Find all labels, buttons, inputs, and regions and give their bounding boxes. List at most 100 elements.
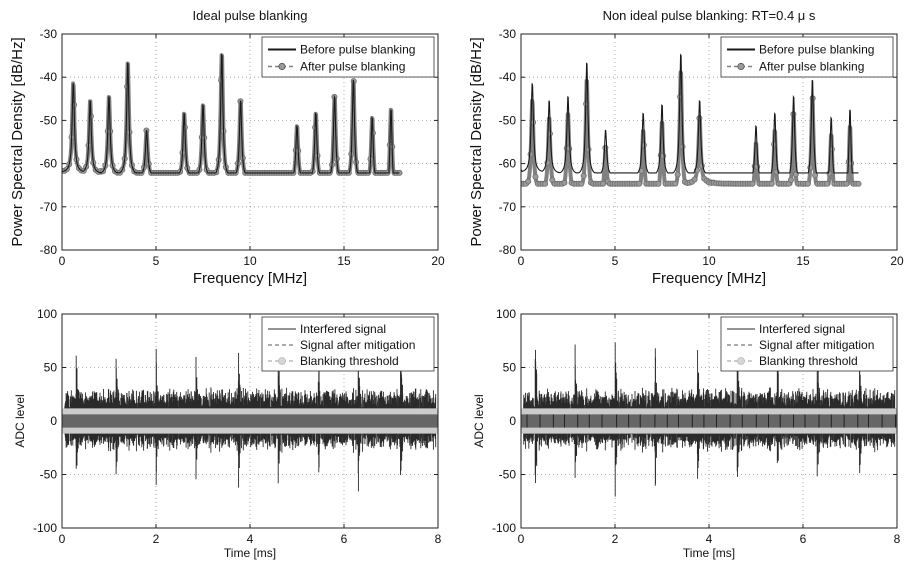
- x-tick-label: 5: [153, 254, 160, 268]
- y-tick-label: 100: [37, 307, 57, 321]
- after-marker: [542, 180, 549, 187]
- after-marker: [525, 178, 532, 185]
- mitigation-residual-spikes: [526, 408, 896, 434]
- after-marker: [672, 180, 679, 187]
- y-tick-label: -40: [499, 70, 517, 84]
- x-tick-label: 0: [59, 254, 66, 268]
- y-tick-label: 100: [496, 307, 516, 321]
- after-marker: [566, 145, 573, 152]
- legend-entry-label: Interfered signal: [300, 322, 386, 336]
- legend-entry-label: After pulse blanking: [759, 60, 864, 74]
- grid: [521, 34, 897, 250]
- plot-frame: [61, 33, 439, 251]
- x-tick-label: 10: [702, 254, 716, 268]
- after-marker: [580, 172, 587, 179]
- legend-entry-label: Before pulse blanking: [300, 43, 415, 57]
- x-tick-label: 4: [247, 532, 254, 546]
- after-marker: [636, 180, 643, 187]
- legend-box: [261, 36, 435, 78]
- series-before-pulse-blanking: [521, 53, 859, 174]
- x-tick-label: 6: [341, 532, 348, 546]
- plot-frame: [520, 313, 898, 529]
- data-layer: [521, 53, 862, 187]
- x-tick-label: 2: [153, 532, 160, 546]
- after-marker: [788, 176, 795, 183]
- x-tick-label: 15: [796, 254, 810, 268]
- x-tick-label: 20: [431, 254, 445, 268]
- y-tick-label: 0: [50, 414, 57, 428]
- y-tick-label: -30: [40, 27, 58, 41]
- chart-2: 0 5 10 15 20 -30 -40 -50 -60 -70 -80 Non ideal puls…: [468, 8, 904, 287]
- y-tick-label: -70: [499, 200, 517, 214]
- x-tick-label: 15: [337, 254, 351, 268]
- x-tick-label: 6: [800, 532, 807, 546]
- chart-title: Non ideal pulse blanking: RT=0.4 μ s: [603, 8, 816, 23]
- x-tick-label: 20: [890, 254, 904, 268]
- x-tick-label: 4: [706, 532, 713, 546]
- y-tick-label: -40: [40, 70, 58, 84]
- y-tick-label: -60: [40, 157, 58, 171]
- after-marker: [768, 180, 775, 187]
- legend-entry-label: Blanking threshold: [300, 354, 399, 368]
- after-marker: [585, 146, 592, 153]
- y-tick-label: -50: [40, 113, 58, 127]
- after-marker: [527, 151, 534, 158]
- plot-frame: [61, 313, 439, 529]
- y-axis-label: Power Spectral Density [dB/Hz]: [468, 37, 485, 246]
- after-marker: [578, 180, 585, 187]
- series-before-pulse-blanking: [62, 53, 400, 174]
- legend-box: [720, 36, 894, 78]
- y-tick-label: -70: [40, 200, 58, 214]
- legend-entry-label: Signal after mitigation: [759, 338, 874, 352]
- x-tick-label: 8: [894, 532, 901, 546]
- y-tick-label: 50: [44, 361, 58, 375]
- legend-swatch-marker: [737, 357, 745, 365]
- after-marker: [824, 180, 831, 187]
- y-tick-label: -100: [492, 521, 516, 535]
- legend-swatch-marker: [278, 62, 286, 71]
- y-tick-label: -50: [40, 468, 58, 482]
- y-tick-label: -50: [499, 468, 517, 482]
- data-layer: [521, 342, 897, 497]
- after-marker: [679, 143, 686, 150]
- series-signal-after-mitigation: [62, 412, 438, 430]
- after-marker: [561, 179, 568, 186]
- x-tick-label: 10: [243, 254, 257, 268]
- y-tick-label: -30: [499, 27, 517, 41]
- after-marker: [792, 171, 799, 178]
- legend-entry-label: Interfered signal: [759, 322, 845, 336]
- y-axis-label: ADC level: [13, 394, 27, 447]
- y-axis-label: Power Spectral Density [dB/Hz]: [9, 37, 26, 246]
- after-marker: [843, 180, 850, 187]
- y-tick-label: -80: [40, 243, 58, 257]
- after-marker: [812, 172, 819, 179]
- data-layer: [62, 53, 403, 176]
- legend-entry-label: After pulse blanking: [300, 60, 405, 74]
- after-marker: [749, 180, 756, 187]
- x-axis-label: Time [ms]: [683, 546, 735, 560]
- series-signal-after-mitigation: [521, 412, 897, 430]
- after-marker: [855, 180, 862, 187]
- legend: Before pulse blanking After pulse blankin…: [720, 36, 894, 78]
- after-marker: [660, 152, 667, 159]
- legend-entry-label: Before pulse blanking: [759, 43, 874, 57]
- y-tick-label: -50: [499, 113, 517, 127]
- y-tick-label: -60: [499, 157, 517, 171]
- chart-3: 0 2 4 6 8 100 50 0 -50 -100 Time [ms] ADC level Inte…: [13, 307, 442, 560]
- y-tick-label: -100: [33, 521, 57, 535]
- legend: Interfered signal Signal after mitigation…: [261, 316, 435, 372]
- chart-title: Ideal pulse blanking: [193, 8, 308, 23]
- y-axis-label: ADC level: [472, 394, 486, 447]
- x-axis-label: Time [ms]: [224, 546, 276, 560]
- chart-1: 0 5 10 15 20 -30 -40 -50 -60 -70 -80 Ideal pulse bl…: [9, 8, 445, 287]
- chart-4: 0 2 4 6 8 100 50 0 -50 -100 Time [ms] ADC level Inte…: [472, 307, 901, 560]
- after-marker: [804, 180, 811, 187]
- after-marker: [532, 173, 539, 180]
- x-tick-label: 0: [518, 532, 525, 546]
- after-marker: [655, 180, 662, 187]
- after-marker: [600, 180, 607, 187]
- x-axis-label: Frequency [MHz]: [193, 270, 307, 287]
- x-axis-label: Frequency [MHz]: [652, 270, 766, 287]
- data-layer: [62, 346, 438, 492]
- x-tick-label: 0: [518, 254, 525, 268]
